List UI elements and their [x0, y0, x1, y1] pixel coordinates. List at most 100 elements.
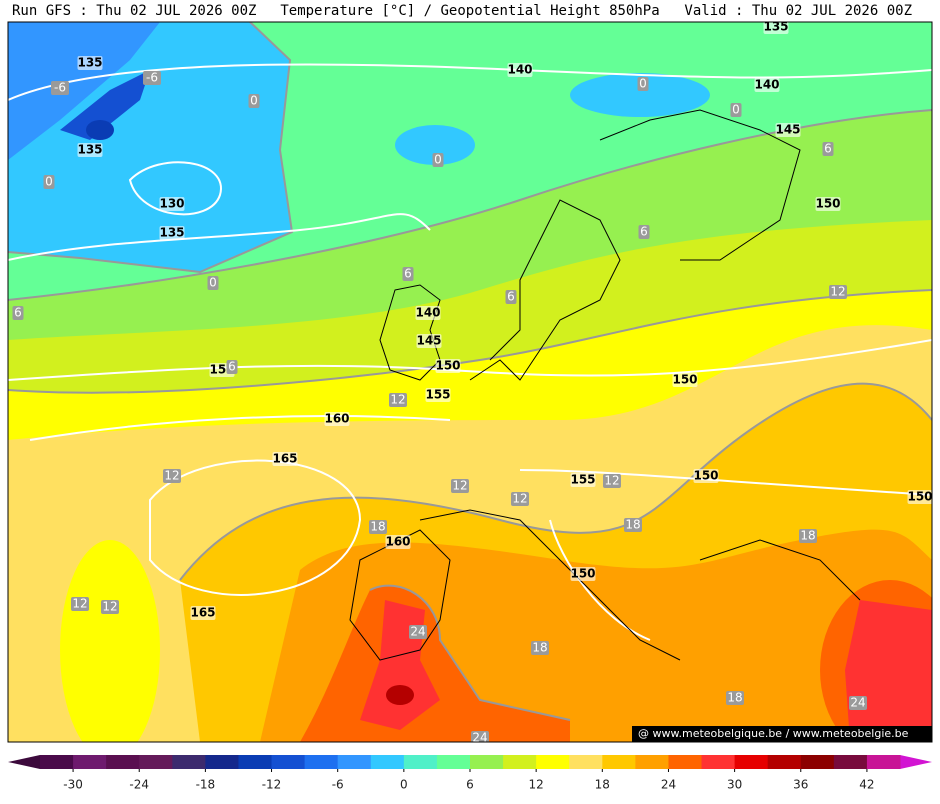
label-box: [226, 360, 238, 374]
colorbar-band: [403, 755, 438, 769]
colorbar-band: [569, 755, 603, 769]
label-box: [77, 56, 103, 70]
label-box: [775, 123, 801, 137]
colorbar-band: [73, 755, 107, 769]
label-box: [570, 473, 596, 487]
label-box: [425, 388, 451, 402]
colorbar-band: [866, 755, 901, 769]
header-center: Temperature [°C] / Geopotential Height 8…: [280, 3, 659, 19]
height-label: 145: [416, 334, 441, 348]
colorbar-tick-label: 18: [595, 778, 610, 792]
label-box: [389, 393, 407, 407]
temp-label: -6: [54, 81, 66, 95]
temp-field: [570, 73, 710, 117]
label-box: [435, 359, 461, 373]
colorbar-band: [635, 755, 669, 769]
watermark: @ www.meteobelgique.be / www.meteobelgie…: [638, 727, 909, 740]
height-label: 150: [435, 359, 460, 373]
label-box: [159, 197, 185, 211]
colorbar-tick-label: 12: [529, 778, 544, 792]
colorbar-band: [800, 755, 835, 769]
colorbar-band: [271, 755, 306, 769]
watermark-box: [632, 726, 932, 742]
height-label: 165: [272, 452, 297, 466]
colorbar-band: [668, 755, 703, 769]
label-box: [849, 696, 867, 710]
colorbar-tick-label: 24: [661, 778, 676, 792]
colorbar-tick-label: -24: [129, 778, 149, 792]
temp-label: 0: [209, 276, 217, 290]
contour-labels: 135 -6 -6 0 140 0 140 0 145 135 0 0 6 130 150 135 6 0 6 6 12…: [12, 22, 932, 742]
label-box: [507, 63, 533, 77]
temp-label: 12: [452, 479, 467, 493]
label-box: [163, 469, 181, 483]
colorbar-band: [436, 755, 471, 769]
header-right: Valid : Thu 02 JUL 2026 00Z: [684, 3, 912, 19]
label-box: [638, 225, 650, 239]
colorbar-tick-label: -12: [262, 778, 282, 792]
label-box: [190, 606, 216, 620]
colorbar-band: [106, 755, 140, 769]
height-label: 160: [385, 535, 410, 549]
temp-label: 6: [228, 360, 236, 374]
temp-field: [386, 685, 414, 705]
height-label: 155: [570, 473, 595, 487]
height-label: 150: [907, 490, 932, 504]
label-box: [730, 103, 742, 117]
label-box: [672, 373, 698, 387]
colorbar-band: [734, 755, 769, 769]
label-box: [416, 334, 442, 348]
label-box: [624, 518, 642, 532]
colorbar-band: [337, 755, 372, 769]
label-box: [603, 474, 621, 488]
temp-label: 6: [14, 306, 22, 320]
label-box: [531, 641, 549, 655]
colorbar-tick-label: 6: [466, 778, 474, 792]
colorbar-band: [139, 755, 173, 769]
height-label: 135: [159, 226, 184, 240]
temp-label: 0: [639, 77, 647, 91]
temp-label: 6: [640, 225, 648, 239]
height-label: 150: [815, 197, 840, 211]
label-box: [272, 452, 298, 466]
label-box: [101, 600, 119, 614]
label-box: [799, 529, 817, 543]
temp-label: 6: [507, 290, 515, 304]
label-box: [43, 175, 55, 189]
label-box: [409, 625, 427, 639]
label-box: [511, 492, 529, 506]
temp-field: [845, 600, 932, 742]
label-box: [815, 197, 841, 211]
temp-field: [60, 70, 150, 140]
colorbar-tick-label: -30: [63, 778, 83, 792]
label-box: [907, 490, 932, 504]
height-label: 160: [324, 412, 349, 426]
temp-label: 6: [824, 142, 832, 156]
temp-field: [60, 540, 160, 742]
height-label: 150: [693, 469, 718, 483]
height-label: 130: [159, 197, 184, 211]
map: 135 -6 -6 0 140 0 140 0 145 135 0 0 6 130 150 135 6 0 6 6 12…: [8, 22, 932, 742]
temp-label: 12: [164, 469, 179, 483]
temp-field: [8, 22, 160, 160]
label-box: [71, 597, 89, 611]
colorbar-high: [900, 755, 932, 769]
temp-label: 12: [102, 600, 117, 614]
colorbar-band: [40, 755, 74, 769]
height-label: 140: [415, 306, 440, 320]
height-label: 150: [672, 373, 697, 387]
label-box: [207, 276, 219, 290]
temp-label: 0: [250, 94, 258, 108]
temp-label: 18: [370, 520, 385, 534]
height-label: 155: [425, 388, 450, 402]
coastlines: [349, 109, 861, 661]
colorbar-band: [536, 755, 570, 769]
colorbar-tick-label: 36: [793, 778, 808, 792]
label-box: [143, 71, 161, 85]
label-box: [763, 22, 789, 34]
colorbar-band: [503, 755, 537, 769]
temp-field: [395, 125, 475, 165]
colorbar-band: [172, 755, 206, 769]
temp-label: 12: [604, 474, 619, 488]
temp-label: 0: [434, 153, 442, 167]
